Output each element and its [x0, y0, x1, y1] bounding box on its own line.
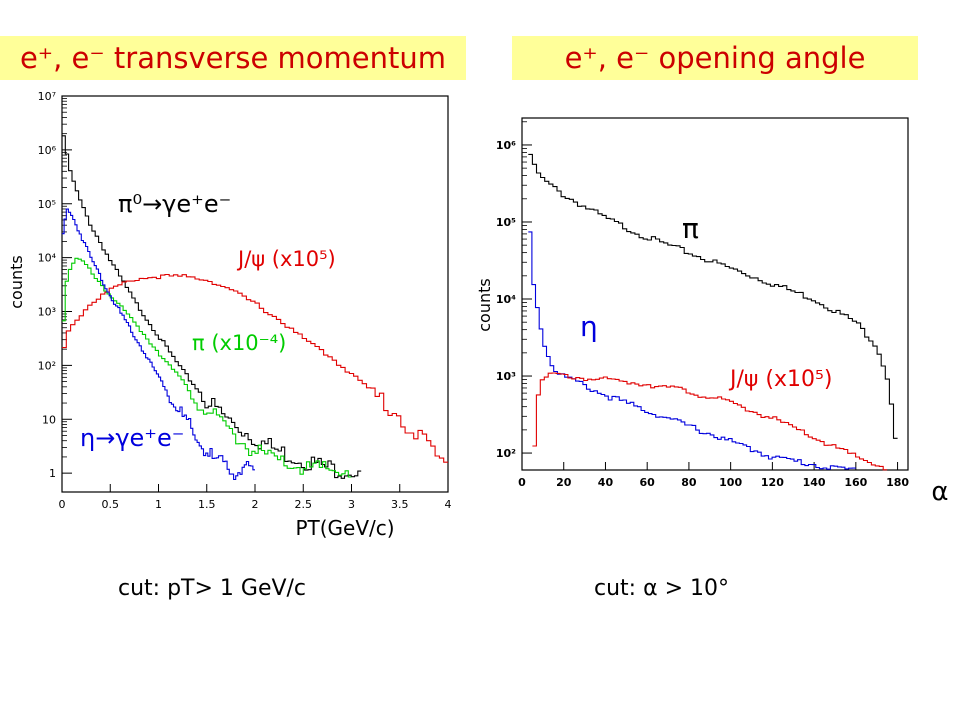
- y-tick-label: 10²: [38, 359, 56, 372]
- y-tick-label: 10⁴: [38, 252, 57, 265]
- y-tick-label: 10⁴: [496, 293, 516, 306]
- x-tick-label: 1.5: [198, 498, 216, 511]
- x-tick-label: 0: [59, 498, 66, 511]
- left-xlabel: PT(GeV/c): [295, 516, 394, 540]
- x-tick-label: 140: [803, 476, 826, 489]
- left-ylabel: counts: [7, 255, 26, 308]
- y-tick-label: 10⁵: [38, 198, 56, 211]
- x-tick-label: 2: [252, 498, 259, 511]
- cut-left-text: cut: pT> 1 GeV/c: [118, 576, 307, 601]
- annotation-pion-left: π (x10⁻⁴): [192, 331, 286, 355]
- x-tick-label: 2.5: [295, 498, 313, 511]
- x-tick-label: 3: [348, 498, 355, 511]
- left-axis-ticks: 0 0.5 1 1.5 2 2.5 3 3.5 4 1 10 10² 10³ 10⁴ 10⁵ 10⁶ 10⁷: [38, 90, 452, 511]
- y-tick-label: 10⁵: [496, 216, 516, 229]
- annotation-jpsi-right: J/ψ (x10⁵): [728, 367, 832, 392]
- annotation-eta-left: η→γe⁺e⁻: [80, 424, 184, 452]
- right-plot-frame: [521, 117, 909, 471]
- y-tick-label: 10³: [496, 370, 516, 383]
- right-panel-title: e⁺, e⁻ opening angle: [512, 36, 918, 80]
- x-tick-label: 120: [761, 476, 784, 489]
- right-ylabel: counts: [475, 278, 494, 331]
- x-tick-label: 1: [155, 498, 162, 511]
- y-tick-label: 10⁶: [496, 139, 516, 152]
- annotation-jpsi-left: J/ψ (x10⁵): [236, 247, 336, 271]
- right-xlabel: α: [931, 477, 948, 507]
- y-tick-label: 1: [49, 467, 56, 480]
- x-tick-label: 4: [445, 498, 452, 511]
- y-tick-label: 10³: [38, 306, 56, 319]
- y-tick-label: 10²: [496, 447, 516, 460]
- right-series-group: [528, 153, 898, 471]
- left-panel-title: e⁺, e⁻ transverse momentum: [0, 36, 466, 80]
- y-tick-label: 10⁷: [38, 90, 56, 103]
- series-line: [62, 135, 362, 479]
- annotation-pi0: π⁰→γe⁺e⁻: [118, 190, 231, 218]
- annotation-eta-right: η: [580, 310, 598, 343]
- x-tick-label: 0: [518, 476, 526, 489]
- annotation-pion-right: π: [682, 212, 699, 245]
- cut-right-text: cut: α > 10°: [594, 576, 729, 601]
- right-axis-ticks: 0 20 40 60 80 100 120 140 160 180 10² 10³ 10⁴ 10⁵ 10⁶: [496, 121, 909, 489]
- y-tick-label: 10⁶: [38, 144, 57, 157]
- series-line: [528, 231, 856, 470]
- x-tick-label: 160: [844, 476, 867, 489]
- x-tick-label: 40: [598, 476, 614, 489]
- series-line: [62, 208, 255, 481]
- x-tick-label: 0.5: [102, 498, 120, 511]
- y-tick-label: 10: [42, 413, 56, 426]
- left-series-group: [62, 135, 448, 481]
- x-tick-label: 20: [556, 476, 572, 489]
- x-tick-label: 180: [886, 476, 909, 489]
- x-tick-label: 60: [640, 476, 656, 489]
- series-line: [62, 273, 448, 463]
- x-tick-label: 100: [719, 476, 742, 489]
- x-tick-label: 80: [681, 476, 697, 489]
- series-line: [532, 372, 888, 471]
- series-line: [528, 153, 898, 439]
- x-tick-label: 3.5: [391, 498, 409, 511]
